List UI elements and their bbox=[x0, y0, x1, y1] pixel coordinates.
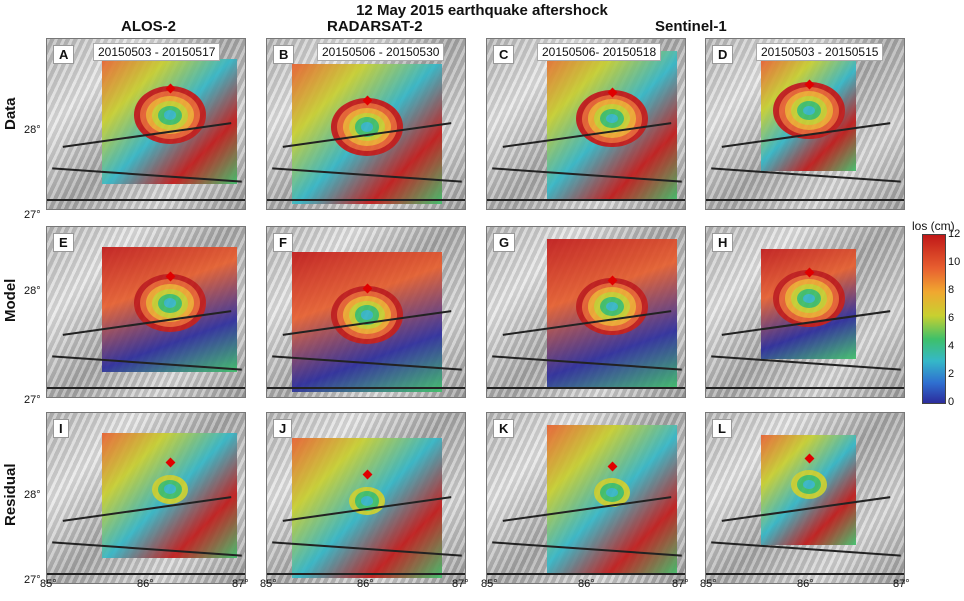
acquisition-dates: 20150506 - 20150530 bbox=[317, 43, 445, 61]
fault-trace bbox=[487, 199, 685, 201]
colorbar bbox=[922, 234, 946, 404]
deformation-fringe bbox=[361, 310, 373, 320]
interferogram bbox=[102, 247, 237, 372]
panel-letter: H bbox=[712, 233, 734, 252]
fault-trace bbox=[706, 199, 904, 201]
y-tick-27-row3: 27° bbox=[24, 574, 41, 586]
x-tick-86-c: 86° bbox=[578, 578, 595, 590]
panel-letter: I bbox=[53, 419, 69, 438]
fault-trace bbox=[487, 387, 685, 389]
deformation-fringe bbox=[802, 293, 815, 304]
acquisition-dates: 20150503 - 20150515 bbox=[756, 43, 884, 61]
figure-title: 12 May 2015 earthquake aftershock bbox=[356, 2, 608, 19]
y-tick-28-row3: 28° bbox=[24, 489, 41, 501]
y-tick-28-row2: 28° bbox=[24, 285, 41, 297]
x-tick-85-b: 85° bbox=[260, 578, 277, 590]
x-tick-86-a: 86° bbox=[137, 578, 154, 590]
colorbar-tick-2: 2 bbox=[948, 368, 955, 380]
fault-trace bbox=[706, 387, 904, 389]
deformation-fringe bbox=[163, 484, 176, 495]
x-tick-87-a: 87° bbox=[232, 578, 249, 590]
panel-letter: L bbox=[712, 419, 732, 438]
panel-letter: A bbox=[53, 45, 75, 64]
fault-trace bbox=[267, 387, 465, 389]
panel-letter: D bbox=[712, 45, 734, 64]
x-tick-87-b: 87° bbox=[452, 578, 469, 590]
colorbar-tick-8: 8 bbox=[948, 284, 955, 296]
deformation-fringe bbox=[163, 298, 176, 309]
panel-letter: F bbox=[273, 233, 293, 252]
colorbar-tick-6: 6 bbox=[948, 312, 955, 324]
deformation-fringe bbox=[361, 496, 373, 506]
x-tick-85-c: 85° bbox=[481, 578, 498, 590]
x-tick-86-b: 86° bbox=[357, 578, 374, 590]
colorbar-label: los (cm) bbox=[912, 219, 955, 233]
panel-letter: B bbox=[273, 45, 295, 64]
deformation-fringe bbox=[606, 113, 618, 124]
insar-panel-d: D 20150503 - 20150515 bbox=[705, 38, 905, 210]
deformation-fringe bbox=[361, 122, 373, 132]
insar-panel-h: H bbox=[705, 226, 905, 398]
interferogram bbox=[292, 64, 442, 204]
interferogram bbox=[102, 59, 237, 184]
deformation-fringe bbox=[802, 479, 815, 490]
row-header-model: Model bbox=[2, 278, 19, 322]
panel-letter: C bbox=[493, 45, 515, 64]
colorbar-tick-12: 12 bbox=[948, 228, 961, 240]
panel-letter: E bbox=[53, 233, 74, 252]
insar-panel-c: C 20150506- 20150518 bbox=[486, 38, 686, 210]
panel-letter: K bbox=[493, 419, 515, 438]
fault-trace bbox=[267, 199, 465, 201]
y-tick-28-row1: 28° bbox=[24, 124, 41, 136]
colorbar-tick-10: 10 bbox=[948, 256, 961, 268]
row-header-residual: Residual bbox=[2, 463, 19, 526]
colorbar-tick-0: 0 bbox=[948, 396, 955, 408]
x-tick-85-d: 85° bbox=[700, 578, 717, 590]
insar-panel-l: L bbox=[705, 412, 905, 584]
interferogram bbox=[761, 61, 856, 171]
insar-panel-j: J bbox=[266, 412, 466, 584]
insar-panel-e: E bbox=[46, 226, 246, 398]
colorbar-tick-4: 4 bbox=[948, 340, 955, 352]
fault-trace bbox=[47, 199, 245, 201]
column-header-alos2: ALOS-2 bbox=[121, 18, 177, 35]
fault-trace bbox=[47, 387, 245, 389]
acquisition-dates: 20150503 - 20150517 bbox=[93, 43, 221, 61]
fault-trace bbox=[267, 573, 465, 575]
y-tick-27-row2: 27° bbox=[24, 394, 41, 406]
insar-panel-f: F bbox=[266, 226, 466, 398]
deformation-fringe bbox=[163, 110, 176, 121]
insar-panel-a: A 20150503 - 20150517 bbox=[46, 38, 246, 210]
insar-panel-g: G bbox=[486, 226, 686, 398]
insar-panel-b: B 20150506 - 20150530 bbox=[266, 38, 466, 210]
insar-panel-k: K bbox=[486, 412, 686, 584]
x-tick-87-c: 87° bbox=[672, 578, 689, 590]
x-tick-85-a: 85° bbox=[40, 578, 57, 590]
acquisition-dates: 20150506- 20150518 bbox=[537, 43, 662, 61]
interferogram bbox=[761, 249, 856, 359]
column-header-sentinel1: Sentinel-1 bbox=[655, 18, 727, 35]
interferogram bbox=[102, 433, 237, 558]
fault-trace bbox=[47, 573, 245, 575]
deformation-fringe bbox=[606, 487, 618, 498]
fault-trace bbox=[487, 573, 685, 575]
fault-trace bbox=[706, 573, 904, 575]
x-tick-86-d: 86° bbox=[797, 578, 814, 590]
y-tick-27-row1: 27° bbox=[24, 209, 41, 221]
deformation-fringe bbox=[606, 301, 618, 312]
row-header-data: Data bbox=[2, 97, 19, 130]
x-tick-87-d: 87° bbox=[893, 578, 910, 590]
column-header-radarsat2: RADARSAT-2 bbox=[327, 18, 423, 35]
insar-panel-i: I bbox=[46, 412, 246, 584]
interferogram bbox=[292, 252, 442, 392]
deformation-fringe bbox=[802, 105, 815, 116]
panel-letter: J bbox=[273, 419, 293, 438]
panel-letter: G bbox=[493, 233, 516, 252]
interferogram bbox=[761, 435, 856, 545]
